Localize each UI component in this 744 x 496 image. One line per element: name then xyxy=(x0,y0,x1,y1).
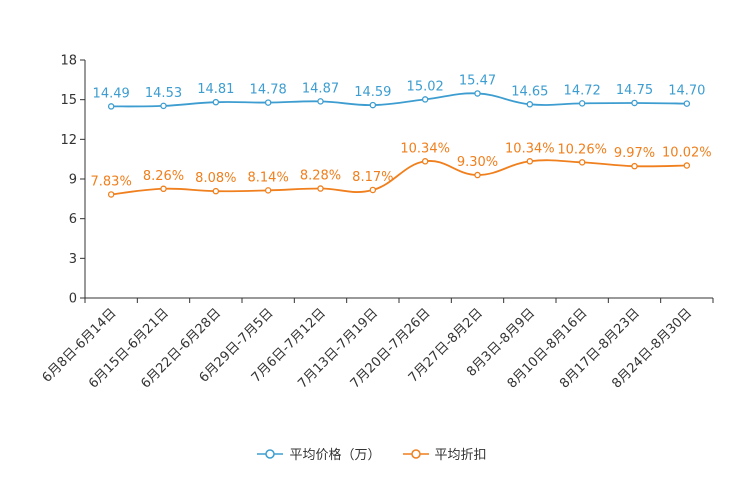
series-line-0 xyxy=(111,92,687,108)
data-label: 10.02% xyxy=(662,146,712,161)
data-point xyxy=(578,159,586,166)
data-label: 8.08% xyxy=(195,171,236,186)
data-point xyxy=(421,96,429,103)
legend-item-price[interactable]: 平均价格（万） xyxy=(257,444,381,463)
data-point xyxy=(474,90,481,97)
data-point xyxy=(631,99,638,107)
data-label: 9.97% xyxy=(614,146,655,161)
data-label: 14.81 xyxy=(197,82,234,97)
y-tick-label: 15 xyxy=(60,93,77,108)
data-point xyxy=(526,101,534,108)
data-label: 14.78 xyxy=(250,83,287,98)
data-label: 14.72 xyxy=(564,83,601,98)
data-label: 14.87 xyxy=(302,81,339,96)
data-label: 14.75 xyxy=(616,83,653,98)
data-point xyxy=(264,99,272,106)
legend-discount-icon xyxy=(402,448,429,459)
y-tick-label: 18 xyxy=(60,54,77,69)
data-point xyxy=(474,171,481,179)
data-label: 10.34% xyxy=(505,141,555,156)
data-label: 8.17% xyxy=(352,170,393,185)
data-label: 14.70 xyxy=(668,84,705,99)
data-point xyxy=(369,101,377,109)
data-point xyxy=(369,186,377,194)
data-point xyxy=(421,158,429,165)
legend-item-discount[interactable]: 平均折扣 xyxy=(402,444,487,463)
data-point xyxy=(526,158,534,165)
y-tick-label: 9 xyxy=(69,173,77,188)
y-tick-label: 0 xyxy=(69,292,77,307)
data-label: 8.26% xyxy=(143,169,184,184)
series-layer: 14.49 14.53 14.81 14.78 14.87 14.59 15.02 15.47… xyxy=(91,73,712,198)
data-label: 14.53 xyxy=(145,86,182,101)
data-point xyxy=(107,191,115,198)
legend-price-icon xyxy=(257,448,284,459)
data-point xyxy=(317,185,324,192)
legend: 平均价格（万） 平均折扣 xyxy=(0,444,744,463)
data-point xyxy=(631,162,638,170)
y-tick-label: 6 xyxy=(69,212,77,227)
data-point xyxy=(264,187,272,194)
legend-price-label: 平均价格（万） xyxy=(289,448,381,463)
data-label: 10.34% xyxy=(400,141,450,156)
series-line-1 xyxy=(111,159,687,196)
data-label: 15.02 xyxy=(407,79,444,94)
data-label: 14.65 xyxy=(511,84,548,99)
data-point xyxy=(683,162,691,169)
data-point xyxy=(578,100,586,107)
y-tick-label: 3 xyxy=(69,252,77,267)
data-point xyxy=(212,187,220,195)
data-point xyxy=(160,102,167,110)
y-tick-label: 12 xyxy=(60,133,77,148)
data-label: 9.30% xyxy=(457,155,498,170)
data-label: 8.28% xyxy=(300,169,341,184)
data-point xyxy=(107,103,115,110)
data-label: 14.59 xyxy=(354,85,391,100)
data-label: 7.83% xyxy=(91,174,132,189)
data-point xyxy=(683,100,691,107)
data-point xyxy=(317,98,324,105)
data-point xyxy=(160,185,167,193)
data-label: 8.14% xyxy=(248,170,289,185)
data-label: 15.47 xyxy=(459,73,496,88)
data-point xyxy=(212,98,220,106)
data-label: 10.26% xyxy=(557,142,607,157)
data-label: 14.49 xyxy=(93,86,130,101)
legend-discount-label: 平均折扣 xyxy=(434,448,487,463)
